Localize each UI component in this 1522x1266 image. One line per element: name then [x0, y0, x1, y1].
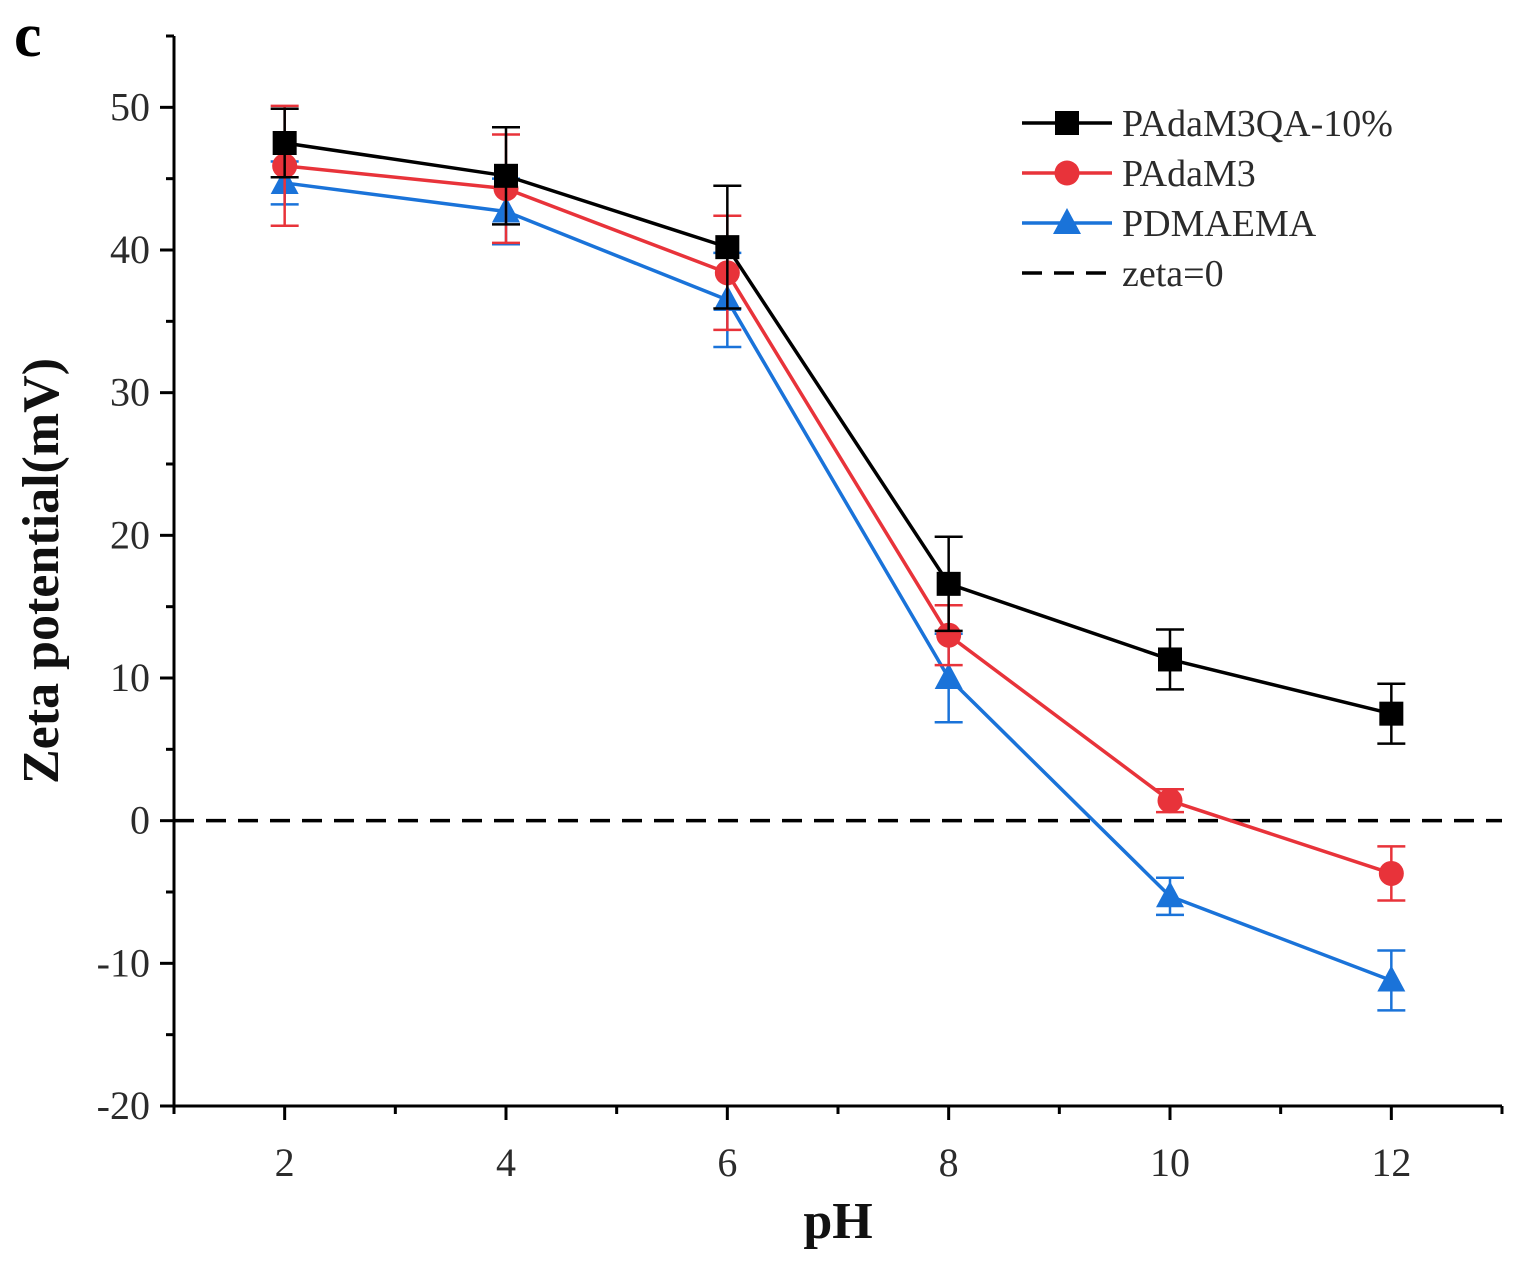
legend-label: zeta=0 — [1122, 253, 1224, 295]
series-line — [284, 181, 1392, 983]
legend-entry: PAdaM3QA-10% — [1022, 103, 1393, 145]
data-point — [1377, 965, 1406, 992]
data-point — [494, 163, 518, 188]
data-point — [1378, 860, 1404, 886]
x-tick-label: 8 — [939, 1140, 959, 1185]
series-line — [284, 164, 1392, 876]
legend-label: PDMAEMA — [1122, 203, 1317, 245]
legend-label: PAdaM3 — [1122, 153, 1256, 195]
x-tick-label: 2 — [275, 1140, 295, 1185]
y-tick-label: -20 — [97, 1083, 150, 1128]
legend-entry: PAdaM3 — [1022, 153, 1256, 195]
y-tick-label: 50 — [110, 84, 150, 129]
data-point — [1158, 647, 1182, 672]
data-point — [1156, 881, 1184, 908]
data-point — [936, 622, 962, 648]
series-pdmaema — [270, 160, 1406, 1012]
x-tick-label: 6 — [717, 1140, 737, 1185]
series-padam3qa-10- — [270, 107, 1406, 745]
legend-entry: PDMAEMA — [1022, 203, 1317, 245]
data-point — [934, 663, 963, 689]
series-line — [284, 141, 1392, 716]
data-point — [272, 131, 297, 155]
y-tick-label: 30 — [110, 370, 150, 415]
legend-marker — [1054, 160, 1080, 186]
x-tick-label: 10 — [1150, 1140, 1190, 1185]
data-point — [1379, 701, 1404, 726]
y-tick-label: -10 — [97, 940, 150, 985]
plot-area — [174, 104, 1502, 1012]
legend: PAdaM3QA-10% PAdaM3 PDMAEMA zeta=0 — [1022, 103, 1393, 295]
y-axis-title: Zeta potential(mV) — [13, 358, 70, 784]
legend-entry: zeta=0 — [1022, 253, 1224, 295]
legend-label: PAdaM3QA-10% — [1122, 103, 1393, 145]
x-axis-title: pH — [803, 1193, 872, 1250]
x-tick-label: 4 — [496, 1140, 516, 1185]
y-tick-label: 10 — [110, 655, 150, 700]
data-point — [715, 235, 740, 260]
axes: 2 4 6 8 10 12 -20 -10 0 10 20 30 40 50 — [97, 34, 1504, 1185]
panel-label: c — [14, 2, 42, 70]
y-tick-label: 40 — [110, 227, 150, 272]
y-tick-label: 0 — [130, 798, 150, 843]
data-point — [936, 571, 961, 596]
data-point — [1157, 788, 1183, 814]
x-tick-label: 12 — [1371, 1140, 1411, 1185]
legend-marker — [1053, 208, 1081, 234]
y-tick-label: 20 — [110, 512, 150, 557]
legend-marker — [1055, 111, 1079, 135]
